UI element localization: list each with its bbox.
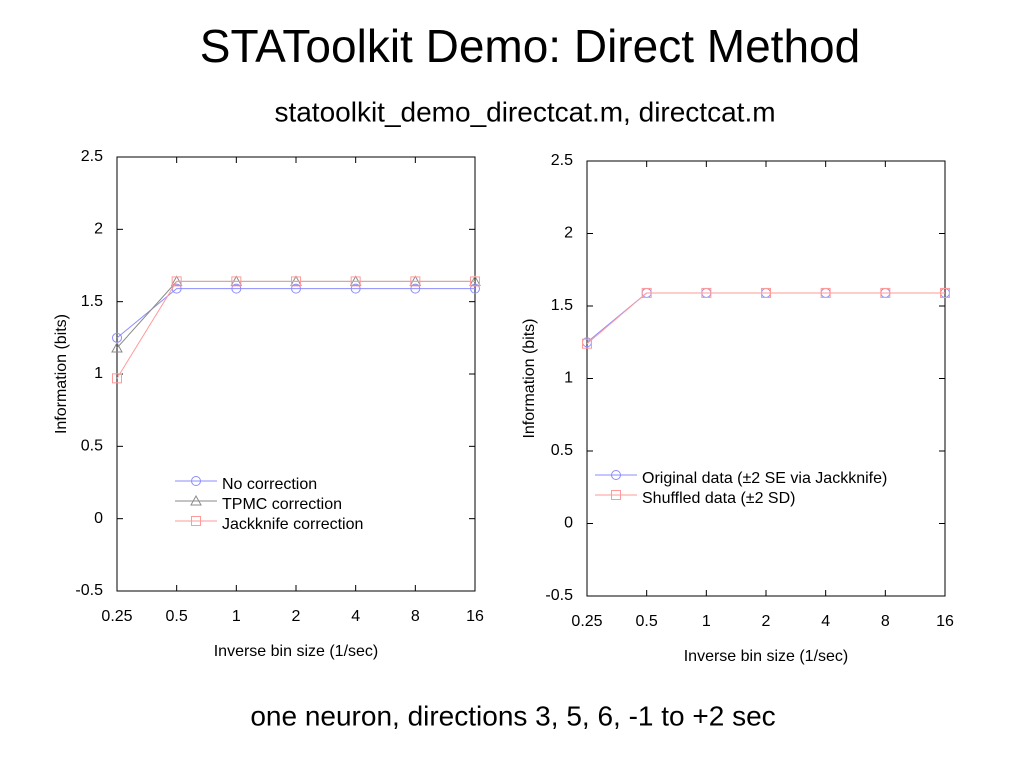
- y-tick-label: 0.5: [81, 438, 103, 455]
- y-tick-label: 2: [564, 225, 573, 242]
- data-point: [940, 287, 950, 298]
- legend-marker: [190, 494, 202, 506]
- x-tick-label: 1: [232, 608, 241, 625]
- y-tick-label: 1: [564, 370, 573, 387]
- plot-frame: [586, 160, 946, 597]
- x-axis-label: Inverse bin size (1/sec): [684, 648, 849, 665]
- x-tick-label: 2: [292, 608, 301, 625]
- data-point: [112, 373, 122, 384]
- slide-title: STAToolkit Demo: Direct Method: [200, 20, 860, 72]
- x-axis-label: Inverse bin size (1/sec): [214, 643, 379, 660]
- data-point: [641, 287, 652, 298]
- x-tick-label: 4: [821, 613, 830, 630]
- x-tick-label: 0.25: [571, 613, 602, 630]
- legend-label: No correction: [222, 476, 317, 493]
- series-line: [586, 292, 945, 343]
- data-point: [231, 283, 242, 294]
- data-point: [171, 276, 182, 287]
- data-point: [291, 283, 301, 294]
- data-point: [111, 341, 123, 353]
- series-line: [586, 292, 945, 345]
- x-tick-label: 8: [411, 608, 420, 625]
- data-point: [820, 287, 831, 298]
- y-tick-label: -0.5: [75, 582, 103, 599]
- data-point: [470, 276, 480, 287]
- y-tick-label: 0.5: [551, 442, 573, 459]
- slide-subtitle: statoolkit_demo_directcat.m, directcat.m: [274, 96, 775, 127]
- y-tick-label: 0: [94, 510, 103, 527]
- data-point: [350, 276, 361, 287]
- y-tick-label: 2.5: [551, 152, 573, 169]
- y-tick-label: 1.5: [551, 297, 573, 314]
- x-tick-label: 16: [466, 608, 484, 625]
- data-point: [470, 283, 480, 294]
- legend-marker: [611, 470, 621, 480]
- legend-marker: [611, 490, 621, 500]
- y-axis-label: Information (bits): [53, 314, 70, 434]
- data-point: [231, 276, 242, 287]
- data-point: [701, 287, 712, 298]
- series-line: [116, 288, 475, 339]
- data-point: [582, 338, 592, 349]
- x-tick-label: 0.5: [636, 613, 658, 630]
- legend-label: Jackknife correction: [222, 516, 363, 533]
- y-tick-label: 2.5: [81, 148, 103, 165]
- x-tick-label: 16: [936, 613, 954, 630]
- slide-caption: one neuron, directions 3, 5, 6, -1 to +2…: [250, 700, 775, 731]
- data-point: [761, 287, 771, 298]
- data-point: [410, 276, 421, 287]
- y-tick-label: 1.5: [81, 293, 103, 310]
- x-tick-label: 4: [351, 608, 360, 625]
- legend-marker: [191, 476, 201, 486]
- y-tick-label: 2: [94, 221, 103, 238]
- legend-marker: [191, 516, 201, 526]
- data-point: [291, 276, 301, 287]
- legend-label: Shuffled data (±2 SD): [642, 490, 795, 507]
- x-tick-label: 2: [762, 613, 771, 630]
- legend-label: TPMC correction: [222, 496, 342, 513]
- data-point: [880, 287, 891, 298]
- y-axis-label: Information (bits): [521, 318, 538, 438]
- x-tick-label: 0.25: [101, 608, 132, 625]
- y-tick-label: 1: [94, 365, 103, 382]
- y-tick-label: -0.5: [545, 587, 573, 604]
- x-tick-label: 0.5: [166, 608, 188, 625]
- data-point: [410, 283, 421, 294]
- x-tick-label: 1: [702, 613, 711, 630]
- legend-label: Original data (±2 SE via Jackknife): [642, 470, 887, 487]
- y-tick-label: 0: [564, 515, 573, 532]
- series-line: [116, 280, 475, 379]
- x-tick-label: 8: [881, 613, 890, 630]
- data-point: [350, 283, 361, 294]
